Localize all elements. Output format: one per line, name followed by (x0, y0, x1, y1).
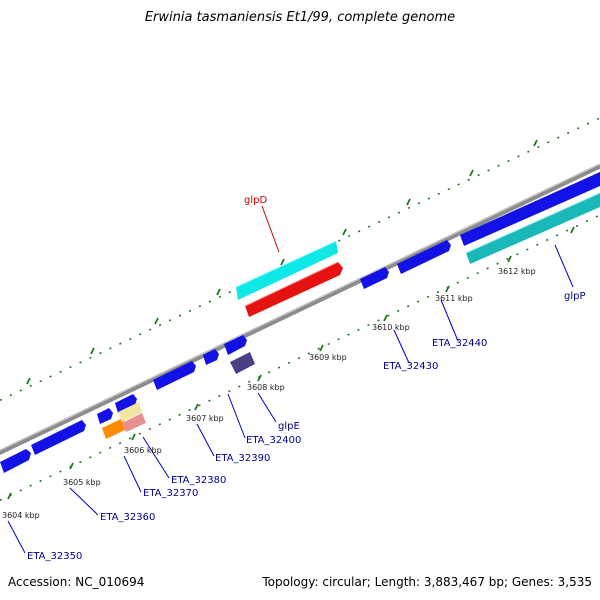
gene-feature-pink[interactable] (122, 413, 146, 432)
gene-feature[interactable] (360, 267, 389, 289)
tick-label: 3607 kbp (186, 414, 224, 423)
inner-dotted-ring (0, 214, 600, 502)
tick-label: 3608 kbp (247, 383, 285, 392)
outer-ring-ticks (26, 139, 538, 385)
tick-label: 3605 kbp (63, 478, 101, 487)
gene-label-glpD[interactable]: glpD (244, 195, 267, 206)
gene-label-glpP[interactable]: glpP (564, 291, 586, 302)
outer-dotted-ring (0, 117, 600, 402)
gene-feature[interactable] (115, 394, 137, 413)
gene-label-ETA_32430[interactable]: ETA_32430 (383, 361, 438, 372)
topology-text: Topology: circular; Length: 3,883,467 bp… (262, 575, 592, 589)
gene-feature[interactable] (397, 240, 451, 274)
gene-feature-cream[interactable] (118, 402, 142, 422)
gene-feature[interactable] (97, 408, 113, 424)
tick-label: 3611 kbp (435, 294, 473, 303)
gene-label-ETA_32350[interactable]: ETA_32350 (27, 551, 82, 562)
coordinate-tick-labels: 3604 kbp 3605 kbp 3606 kbp 3607 kbp 3608… (2, 267, 536, 520)
tick-label: 3610 kbp (372, 323, 410, 332)
gene-feature[interactable] (0, 449, 31, 473)
map-title: Erwinia tasmaniensis Et1/99, complete ge… (144, 10, 456, 25)
gene-feature-dark[interactable] (230, 352, 255, 374)
label-leader-lines (7, 205, 574, 554)
gene-label-ETA_32360[interactable]: ETA_32360 (100, 512, 155, 523)
gene-glpP-teal[interactable] (466, 193, 600, 264)
genome-backbone (0, 163, 600, 455)
gene-feature[interactable] (224, 335, 247, 355)
gene-label-ETA_32390[interactable]: ETA_32390 (215, 453, 270, 464)
tick-label: 3604 kbp (2, 511, 40, 520)
tick-label: 3609 kbp (309, 353, 347, 362)
gene-feature[interactable] (31, 420, 86, 455)
gene-label-ETA_32380[interactable]: ETA_32380 (171, 475, 226, 486)
gene-feature[interactable] (460, 172, 600, 246)
gene-label-glpE[interactable]: glpE (278, 421, 300, 432)
gene-label-ETA_32400[interactable]: ETA_32400 (246, 435, 301, 446)
tick-label: 3612 kbp (498, 267, 536, 276)
glpD-cyan-feature[interactable] (235, 240, 338, 300)
forward-strand-genes (0, 172, 600, 473)
gene-glpD-red[interactable] (245, 262, 343, 317)
accession-text: Accession: NC_010694 (8, 575, 145, 589)
gene-feature[interactable] (153, 361, 196, 390)
reverse-strand-genes (102, 192, 600, 439)
gene-label-ETA_32440[interactable]: ETA_32440 (432, 338, 487, 349)
gene-feature[interactable] (203, 349, 219, 365)
tick-label: 3606 kbp (124, 446, 162, 455)
gene-label-ETA_32370[interactable]: ETA_32370 (143, 488, 198, 499)
inner-ring-ticks (7, 226, 575, 500)
gene-feature-orange[interactable] (102, 418, 127, 439)
gene-labels: glpD glpE glpP ETA_32350 ETA_32360 ETA_3… (27, 195, 586, 562)
